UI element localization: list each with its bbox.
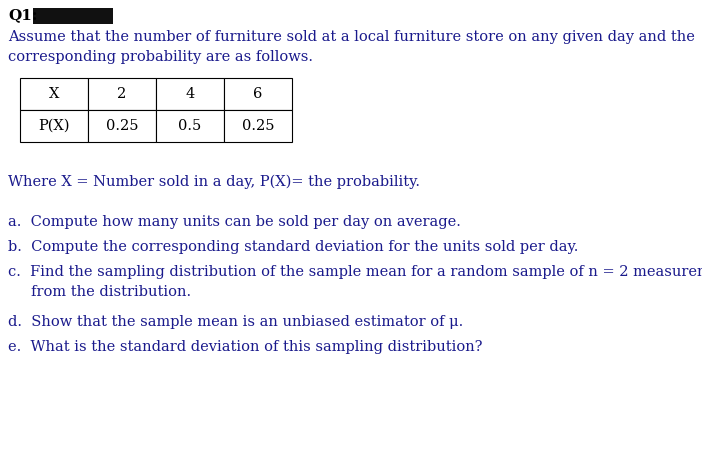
Text: 4: 4 [185, 87, 194, 101]
Text: Where X = Number sold in a day, P(X)= the probability.: Where X = Number sold in a day, P(X)= th… [8, 175, 420, 189]
Text: X: X [49, 87, 59, 101]
Text: from the distribution.: from the distribution. [8, 285, 191, 299]
Text: 2: 2 [117, 87, 126, 101]
Text: Assume that the number of furniture sold at a local furniture store on any given: Assume that the number of furniture sold… [8, 30, 695, 44]
Text: d.  Show that the sample mean is an unbiased estimator of μ.: d. Show that the sample mean is an unbia… [8, 315, 463, 329]
Text: b.  Compute the corresponding standard deviation for the units sold per day.: b. Compute the corresponding standard de… [8, 240, 578, 254]
Text: c.  Find the sampling distribution of the sample mean for a random sample of n =: c. Find the sampling distribution of the… [8, 265, 702, 279]
Bar [88, 110, 156, 142]
Text: a.  Compute how many units can be sold per day on average.: a. Compute how many units can be sold pe… [8, 215, 461, 229]
Text: 0.25: 0.25 [106, 119, 138, 133]
Text: 6: 6 [253, 87, 263, 101]
Bar [20, 78, 88, 110]
Bar [156, 78, 224, 110]
Bar [88, 78, 156, 110]
Text: 0.25: 0.25 [241, 119, 274, 133]
Text: corresponding probability are as follows.: corresponding probability are as follows… [8, 50, 313, 64]
Bar [224, 78, 292, 110]
Text: e.  What is the standard deviation of this sampling distribution?: e. What is the standard deviation of thi… [8, 340, 482, 354]
Text: Q1:: Q1: [8, 8, 37, 22]
Bar [156, 110, 224, 142]
Bar [224, 110, 292, 142]
Text: P(X): P(X) [38, 119, 69, 133]
Text: 0.5: 0.5 [178, 119, 201, 133]
Bar [20, 110, 88, 142]
Bar [33, 8, 113, 24]
